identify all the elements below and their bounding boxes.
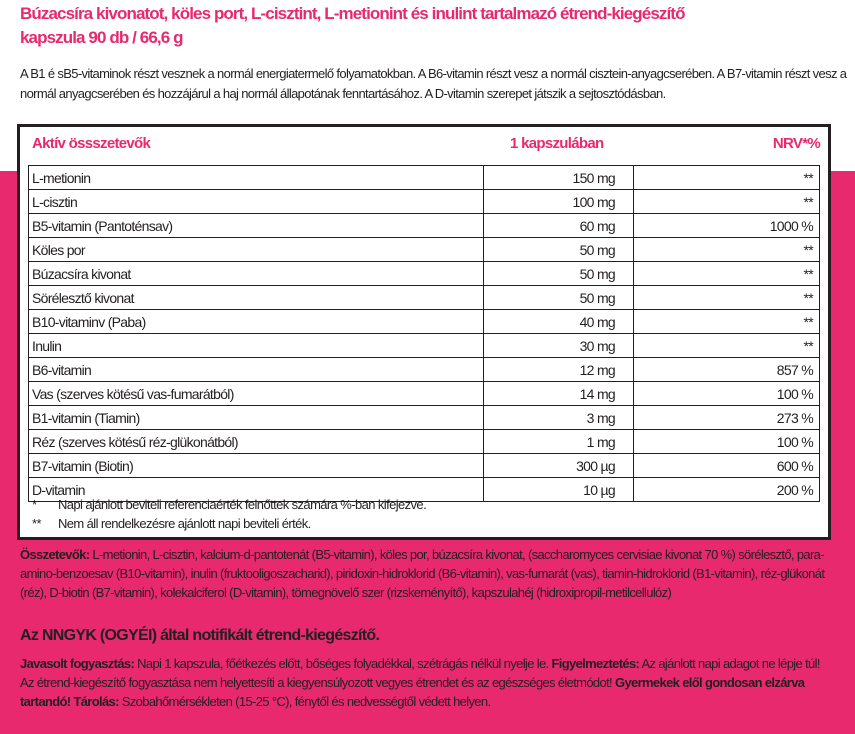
amount: 300 µg [483,453,634,478]
table-row: Sörélesztő kivonat 50 mg ** [28,285,820,310]
nutrition-table: L-metionin 150 mg ** L-cisztin 100 mg ** B5-vi… [28,165,820,502]
ingredients-text: Összetevők: L-metionin, L-cisztin, kalci… [20,547,825,600]
ingredient-name: B5-vitamin (Pantoténsav) [28,213,484,238]
nrv-percent: 100 % [633,429,820,454]
table-row: D-vitamin 10 µg 200 % [28,477,820,502]
nrv-percent: 100 % [633,381,820,406]
product-title-line1: Búzacsíra kivonatot, köles port, L-ciszt… [20,4,685,23]
amount: 100 mg [483,189,634,214]
amount: 1 mg [483,429,634,454]
amount: 50 mg [483,237,634,262]
nrv-percent: ** [633,309,820,334]
notified-statement: Az NNGYK (OGYÉI) által notifikált étrend… [20,627,380,644]
ingredient-name: Réz (szerves kötésű réz-glükonátból) [28,429,484,454]
table-row: L-metionin 150 mg ** [28,165,820,190]
footnote-1: * Napi ajánlott beviteli referenciaérték … [32,497,427,512]
header-nrv: NRV*% [772,135,821,152]
nrv-percent: 200 % [633,477,820,502]
nrv-percent: ** [633,237,820,262]
nrv-percent: ** [633,261,820,286]
nrv-percent: ** [633,165,820,190]
ingredient-name: Vas (szerves kötésű vas-fumarátból) [28,381,484,406]
amount: 50 mg [483,261,634,286]
ingredient-name: B6-vitamin [28,357,484,382]
table-row: B10-vitaminv (Paba) 40 mg ** [28,309,820,334]
ingredient-name: D-vitamin [28,477,484,502]
nrv-percent: ** [633,333,820,358]
table-row: Inulin 30 mg ** [28,333,820,358]
amount: 30 mg [483,333,634,358]
table-row: Köles por 50 mg ** [28,237,820,262]
table-row: Búzacsíra kivonat 50 mg ** [28,261,820,286]
nrv-percent: ** [633,285,820,310]
table-row: Réz (szerves kötésű réz-glükonátból) 1 mg… [28,429,820,454]
footnote-2: ** Nem áll rendelkezésre ajánlott napi be… [32,516,311,531]
ingredient-name: Inulin [28,333,484,358]
table-row: B7-vitamin (Biotin) 300 µg 600 % [28,453,820,478]
amount: 150 mg [483,165,634,190]
table-row: B5-vitamin (Pantoténsav) 60 mg 1000 % [28,213,820,238]
ingredient-name: Sörélesztő kivonat [28,285,484,310]
table-row: B1-vitamin (Tiamin) 3 mg 273 % [28,405,820,430]
nrv-percent: 273 % [633,405,820,430]
ingredient-name: L-metionin [28,165,484,190]
nrv-percent: 857 % [633,357,820,382]
amount: 60 mg [483,213,634,238]
product-title-line2: kapszula 90 db / 66,6 g [20,28,184,47]
table-row: L-cisztin 100 mg ** [28,189,820,214]
nrv-percent: 600 % [633,453,820,478]
table-row: Vas (szerves kötésű vas-fumarátból) 14 mg… [28,381,820,406]
usage-text: Javasolt fogyasztás: Napi 1 kapszula, fő… [20,656,820,709]
ingredient-name: L-cisztin [28,189,484,214]
amount: 3 mg [483,405,634,430]
nrv-percent: 1000 % [633,213,820,238]
nutrition-table-box: Aktív össszetevők 1 kapszulában NRV*% L-… [17,124,831,540]
ingredient-name: Búzacsíra kivonat [28,261,484,286]
intro-text: A B1 é sB5-vitaminok részt vesznek a nor… [20,66,847,101]
amount: 10 µg [483,477,634,502]
table-row: B6-vitamin 12 mg 857 % [28,357,820,382]
amount: 40 mg [483,309,634,334]
ingredient-name: B10-vitaminv (Paba) [28,309,484,334]
amount: 12 mg [483,357,634,382]
amount: 14 mg [483,381,634,406]
header-per-capsule: 1 kapszulában [510,135,604,152]
ingredient-name: Köles por [28,237,484,262]
header-ingredients: Aktív össszetevők [32,135,151,152]
ingredient-name: B1-vitamin (Tiamin) [28,405,484,430]
ingredient-name: B7-vitamin (Biotin) [28,453,484,478]
nrv-percent: ** [633,189,820,214]
amount: 50 mg [483,285,634,310]
